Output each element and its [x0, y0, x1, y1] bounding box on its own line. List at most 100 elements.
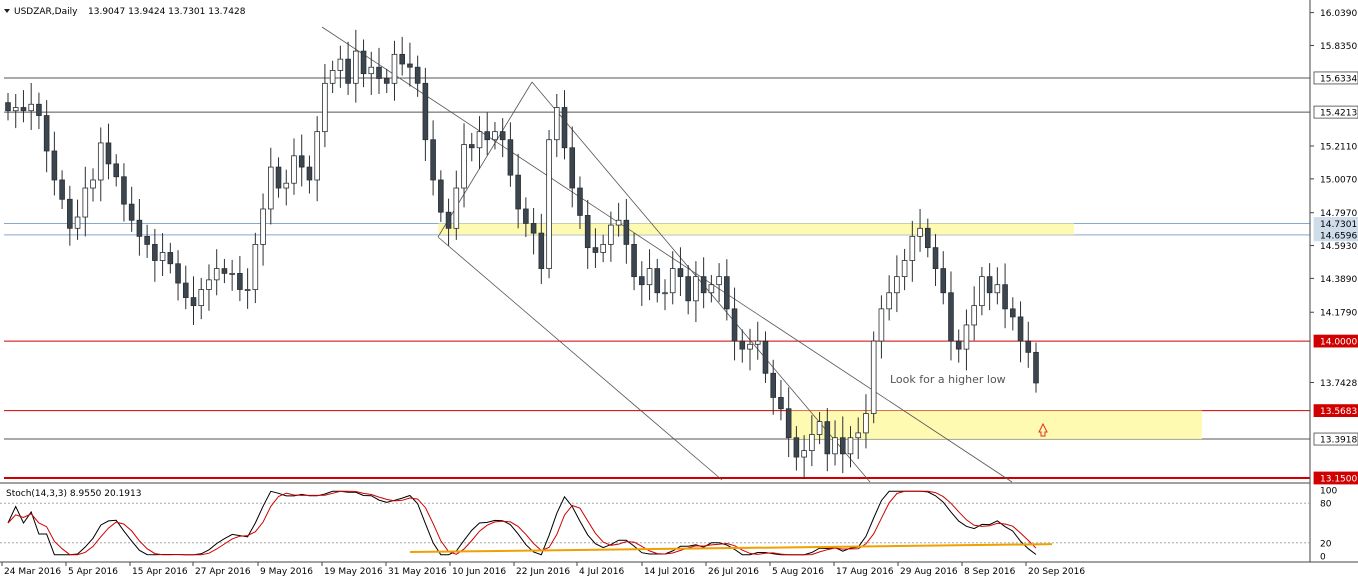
- time-label: 31 May 2016: [388, 567, 447, 577]
- candle-body: [716, 276, 722, 286]
- candle-body: [762, 340, 769, 374]
- candle-body: [530, 223, 537, 234]
- stoch-scale-label: 100: [1320, 487, 1337, 497]
- time-label: 9 May 2016: [260, 567, 313, 577]
- candle-body: [739, 340, 746, 350]
- time-label: 8 Sep 2016: [964, 567, 1016, 577]
- symbol-label: USDZAR,Daily: [14, 7, 78, 17]
- candle-body: [662, 292, 668, 295]
- price-label: 13.7428: [1320, 379, 1357, 389]
- candle-body: [824, 421, 831, 455]
- candle-body: [175, 263, 181, 284]
- candle-body: [615, 219, 622, 226]
- candle-body: [1025, 340, 1032, 353]
- candle-body: [36, 103, 42, 116]
- candle-body: [592, 247, 599, 253]
- candle-body: [731, 308, 738, 342]
- candle-body: [260, 208, 266, 245]
- candle-body: [940, 268, 947, 294]
- candle-body: [553, 107, 560, 141]
- candle-body: [345, 58, 351, 84]
- candle-body: [283, 182, 290, 189]
- candle-body: [955, 340, 962, 350]
- candle-body: [917, 227, 923, 237]
- up-arrow-icon: [1038, 422, 1048, 437]
- price-label: 14.0000: [1320, 338, 1357, 348]
- price-label: 14.7970: [1320, 209, 1357, 219]
- candle-body: [275, 166, 282, 189]
- candle-body: [538, 232, 545, 269]
- candle-body: [878, 308, 885, 342]
- candle-body: [368, 66, 375, 75]
- candle-body: [724, 276, 730, 310]
- candle-body: [839, 437, 846, 455]
- candle-body: [569, 147, 576, 189]
- candle-body: [484, 131, 491, 141]
- candle-body: [801, 450, 807, 458]
- time-label: 27 Apr 2016: [195, 567, 251, 577]
- resistance-zone: [438, 223, 1074, 235]
- candle-body: [1017, 316, 1024, 342]
- time-label: 24 Mar 2016: [4, 567, 61, 577]
- candle-body: [353, 50, 359, 84]
- candle-body: [144, 235, 150, 245]
- candle-body: [28, 103, 34, 112]
- candle-body: [623, 219, 630, 245]
- channel-lower-line: [437, 236, 723, 481]
- candle-body: [167, 252, 174, 265]
- candle-body: [152, 244, 158, 261]
- chevron-down-icon[interactable]: [4, 9, 10, 13]
- candle-body: [847, 437, 854, 455]
- candle-body: [979, 276, 985, 307]
- candle-body: [20, 107, 27, 112]
- price-label: 13.1500: [1320, 475, 1357, 485]
- candle-body: [654, 268, 661, 294]
- candle-body: [306, 166, 313, 181]
- candle-body: [584, 215, 591, 249]
- candle-body: [314, 131, 320, 181]
- stochastic-pane: 100 80 20 0: [0, 487, 1337, 563]
- candle-body: [677, 268, 684, 278]
- candle-body: [700, 276, 707, 294]
- candle-body: [669, 268, 676, 294]
- stoch-scale-label: 80: [1320, 500, 1332, 510]
- time-label: 5 Apr 2016: [68, 567, 118, 577]
- candle-body: [778, 397, 784, 410]
- candle-body: [963, 324, 970, 350]
- candle-body: [986, 276, 993, 294]
- candle-body: [832, 437, 838, 455]
- candle-body: [600, 244, 606, 253]
- candle-body: [268, 166, 274, 210]
- candle-body: [492, 131, 498, 141]
- price-label: 14.3890: [1320, 275, 1357, 285]
- candle-body: [121, 176, 127, 205]
- candle-body: [221, 268, 228, 274]
- candle-body: [523, 208, 529, 224]
- price-label-box: [1313, 432, 1358, 446]
- candle-body: [59, 179, 65, 200]
- candle-body: [383, 78, 390, 84]
- candle-body: [291, 155, 297, 184]
- candle-body: [870, 340, 877, 414]
- candle-body: [886, 292, 892, 310]
- time-label: 26 Jul 2016: [708, 567, 759, 577]
- candle-body: [924, 227, 931, 249]
- candle-body: [754, 340, 761, 345]
- candle-body: [561, 107, 568, 149]
- annotations: Look for a higher low: [890, 373, 1048, 437]
- candle-body: [244, 289, 251, 291]
- candle-body: [298, 155, 305, 168]
- candle-body: [51, 150, 58, 181]
- channel-upper-line: [321, 26, 1013, 483]
- candle-body: [770, 372, 776, 398]
- candle-body: [43, 115, 50, 152]
- price-label: 15.8350: [1320, 42, 1357, 52]
- stoch-title: Stoch(14,3,3) 8.9550 20.1913: [6, 489, 141, 499]
- candle-body: [1010, 308, 1016, 318]
- time-label: 10 Jun 2016: [452, 567, 506, 577]
- price-label-box: [1313, 334, 1358, 348]
- candle-body: [546, 139, 552, 269]
- horizontal-levels: [4, 77, 1310, 479]
